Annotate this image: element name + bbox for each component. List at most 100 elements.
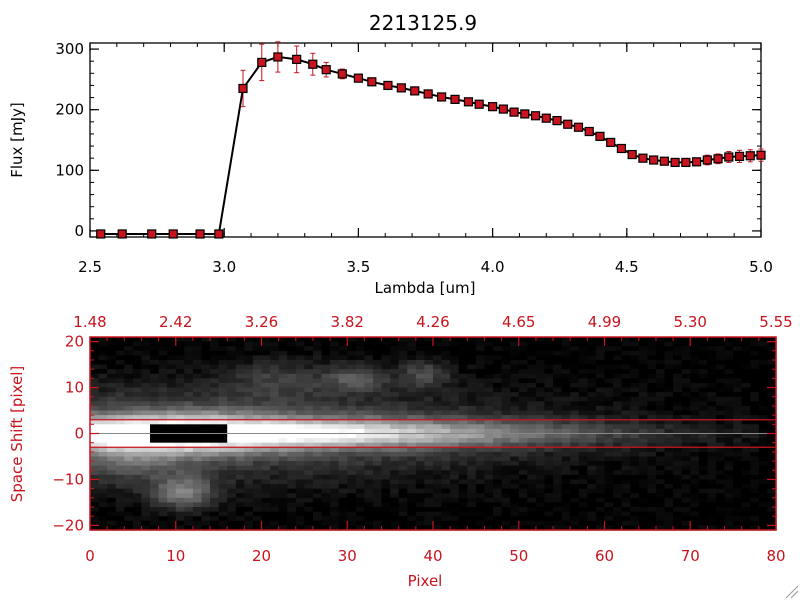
image-pixel xyxy=(707,382,717,389)
image-pixel xyxy=(90,451,100,458)
image-pixel xyxy=(338,488,348,494)
image-pixel xyxy=(493,378,503,384)
image-pixel xyxy=(681,511,691,517)
image-pixel xyxy=(518,451,528,458)
image-pixel xyxy=(124,382,134,389)
image-pixel xyxy=(544,341,554,347)
image-pixel xyxy=(647,493,657,499)
image-pixel xyxy=(553,474,563,481)
image-pixel xyxy=(141,392,151,398)
image-pixel xyxy=(467,341,477,347)
image-pixel xyxy=(347,373,357,379)
image-pixel xyxy=(673,382,683,389)
image-pixel xyxy=(150,341,160,347)
data-point xyxy=(437,92,447,102)
image-pixel xyxy=(450,387,460,393)
image-pixel xyxy=(355,392,365,398)
image-pixel xyxy=(690,525,700,531)
image-pixel xyxy=(124,493,134,499)
image-pixel xyxy=(433,337,443,343)
image-pixel xyxy=(458,433,468,439)
image-pixel xyxy=(638,405,648,412)
image-pixel xyxy=(124,396,134,402)
image-y-axis-label: Space Shift [pixel] xyxy=(8,366,26,503)
image-pixel xyxy=(390,456,400,462)
image-pixel xyxy=(175,341,185,347)
image-pixel xyxy=(390,474,400,481)
image-pixel xyxy=(493,364,503,370)
image-pixel xyxy=(527,359,537,366)
image-pixel xyxy=(553,373,563,379)
image-pixel xyxy=(698,438,708,444)
image-pixel xyxy=(655,401,666,407)
image-pixel xyxy=(570,364,580,370)
image-pixel xyxy=(595,382,606,389)
image-pixel xyxy=(132,415,143,421)
image-pixel xyxy=(227,401,237,407)
data-point xyxy=(488,102,498,112)
image-pixel xyxy=(724,507,734,513)
image-pixel xyxy=(570,465,580,471)
image-pixel xyxy=(295,350,305,356)
image-pixel xyxy=(544,346,554,352)
image-pixel xyxy=(381,507,391,513)
data-point xyxy=(337,69,347,79)
image-pixel xyxy=(561,405,571,412)
image-pixel xyxy=(595,428,606,435)
image-pixel xyxy=(330,484,340,490)
resize-grip-icon[interactable] xyxy=(785,585,799,599)
image-pixel xyxy=(655,392,666,398)
image-pixel xyxy=(655,355,666,361)
image-pixel xyxy=(595,359,606,366)
image-pixel xyxy=(141,484,151,490)
image-pixel xyxy=(638,438,648,444)
image-pixel xyxy=(407,461,417,467)
image-pixel xyxy=(467,346,477,352)
image-pixel xyxy=(707,433,717,439)
image-pixel xyxy=(398,497,408,504)
image-pixel xyxy=(561,382,571,389)
image-pixel xyxy=(690,415,700,421)
image-pixel xyxy=(587,382,597,389)
data-point xyxy=(214,229,224,239)
image-pixel xyxy=(630,516,640,522)
image-pixel xyxy=(570,369,580,375)
image-pixel xyxy=(690,474,700,481)
image-pixel xyxy=(570,520,580,527)
image-pixel xyxy=(184,456,194,462)
image-pixel xyxy=(338,410,348,416)
image-pixel xyxy=(544,364,554,370)
image-pixel xyxy=(312,350,323,356)
image-pixel xyxy=(235,507,245,513)
image-pixel xyxy=(98,387,108,393)
image-pixel xyxy=(287,355,297,361)
image-pixel xyxy=(167,419,177,425)
image-pixel xyxy=(304,461,314,467)
image-pixel xyxy=(733,350,743,356)
image-pixel xyxy=(150,382,160,389)
image-pixel xyxy=(390,507,400,513)
image-pixel xyxy=(741,451,751,458)
image-pixel xyxy=(270,456,280,462)
image-pixel xyxy=(184,392,194,398)
image-pixel xyxy=(372,447,383,453)
image-pixel xyxy=(372,488,383,494)
image-pixel xyxy=(90,378,100,384)
image-pixel xyxy=(595,373,606,379)
image-pixel xyxy=(381,502,391,508)
image-pixel xyxy=(733,369,743,375)
image-pixel xyxy=(724,497,734,504)
image-pixel xyxy=(570,433,580,439)
image-pixel xyxy=(132,493,143,499)
image-pixel xyxy=(553,401,563,407)
image-pixel xyxy=(150,387,160,393)
image-pixel xyxy=(767,442,777,448)
image-pixel xyxy=(244,511,254,517)
image-pixel xyxy=(244,392,254,398)
image-pixel xyxy=(501,415,511,421)
image-pixel xyxy=(733,346,743,352)
image-pixel xyxy=(484,433,494,439)
image-pixel xyxy=(321,442,331,448)
image-pixel xyxy=(707,438,717,444)
image-pixel xyxy=(527,410,537,416)
